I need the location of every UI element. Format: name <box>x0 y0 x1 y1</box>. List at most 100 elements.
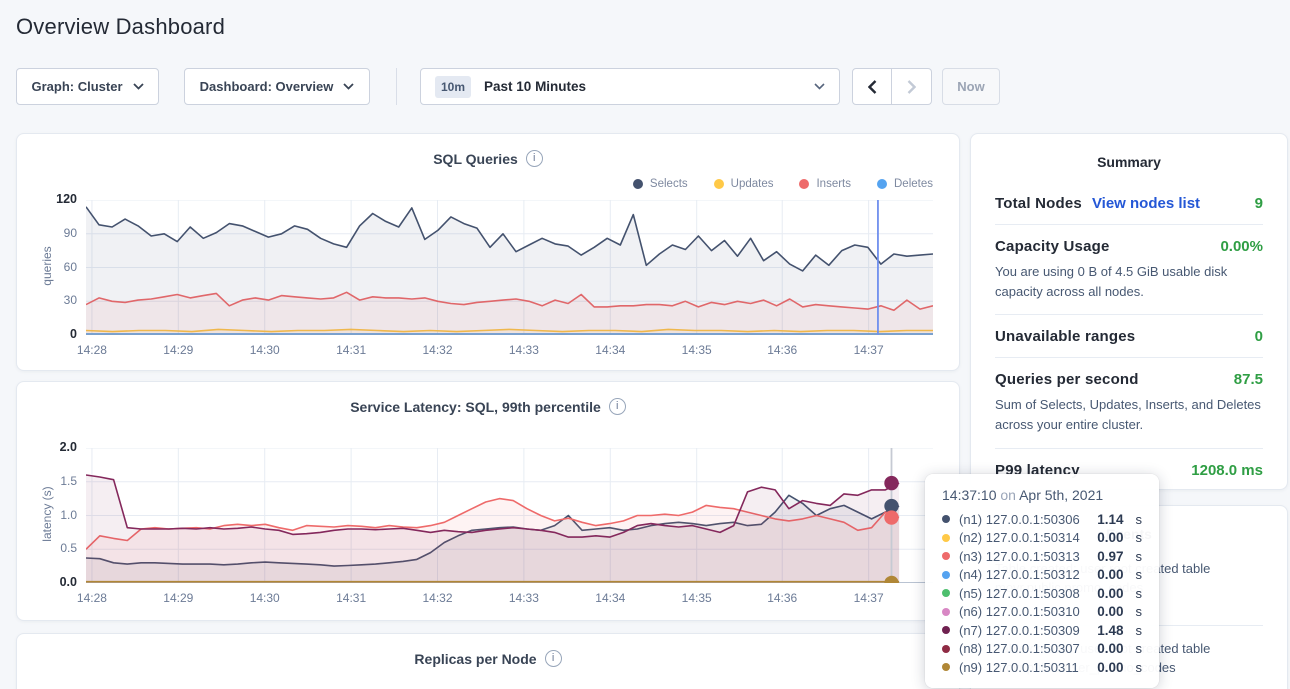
summary-title: Summary <box>971 134 1287 170</box>
node-latency-value: 0.00 <box>1097 604 1123 619</box>
summary-row-unavailable: Unavailable ranges 0 <box>995 315 1263 358</box>
x-tick-label: 14:37 <box>847 343 891 357</box>
node-latency-unit: s <box>1136 549 1143 564</box>
node-color-dot-icon <box>942 589 950 597</box>
summary-row-value: 0.00% <box>1220 238 1263 255</box>
y-axis-label: queries <box>40 221 54 311</box>
time-range-picker[interactable]: 10m Past 10 Minutes <box>420 68 840 105</box>
tooltip-node-row: (n4) 127.0.0.1:50312 0.00 s <box>942 566 1142 585</box>
node-address: (n7) 127.0.0.1:50309 <box>959 623 1088 638</box>
x-tick-label: 14:28 <box>70 591 114 605</box>
replicas-per-node-card: Replicas per Node <box>16 633 960 689</box>
x-tick-label: 14:36 <box>760 343 804 357</box>
tooltip-node-row: (n8) 127.0.0.1:50307 0.00 s <box>942 640 1142 659</box>
time-range-label: Past 10 Minutes <box>484 79 586 94</box>
service-latency-plot[interactable]: 0.00.51.01.52.0latency (s)14:2814:2914:3… <box>17 382 959 620</box>
summary-row-label: Unavailable ranges <box>995 328 1135 345</box>
summary-row-label: Total Nodes <box>995 195 1082 212</box>
summary-row-total-nodes: Total Nodes View nodes list 9 <box>995 182 1263 225</box>
tooltip-node-row: (n2) 127.0.0.1:503140.00s <box>942 529 1142 548</box>
node-address: (n4) 127.0.0.1:50312 <box>959 567 1088 582</box>
x-tick-label: 14:35 <box>675 343 719 357</box>
time-range-badge: 10m <box>435 76 471 98</box>
summary-row-value: 87.5 <box>1234 371 1263 388</box>
node-latency-unit: s <box>1136 660 1143 675</box>
summary-row-label: Queries per second <box>995 371 1139 388</box>
node-latency-value: 0.00 <box>1097 660 1123 675</box>
node-color-dot-icon <box>942 626 950 634</box>
tooltip-node-row: (n9) 127.0.0.1:50311 0.00 s <box>942 658 1142 677</box>
chevron-down-icon <box>814 83 825 90</box>
overview-dashboard-page: Overview Dashboard Graph: Cluster Dashbo… <box>0 0 1290 689</box>
page-title: Overview Dashboard <box>16 14 225 40</box>
summary-row-value: 9 <box>1255 195 1263 212</box>
node-color-dot-icon <box>942 534 950 542</box>
tooltip-timestamp: 14:37:10 on Apr 5th, 2021 <box>942 487 1142 503</box>
node-latency-value: 0.00 <box>1097 641 1123 656</box>
chart-title: Replicas per Node <box>414 651 536 667</box>
summary-row-capacity: Capacity Usage 0.00% You are using 0 B o… <box>995 225 1263 315</box>
node-address: (n8) 127.0.0.1:50307 <box>959 641 1088 656</box>
x-tick-label: 14:29 <box>156 591 200 605</box>
summary-row-value: 1208.0 ms <box>1191 462 1263 479</box>
tooltip-node-row: (n1) 127.0.0.1:503061.14s <box>942 510 1142 529</box>
node-latency-unit: s <box>1136 586 1143 601</box>
sql-queries-plot[interactable]: 0306090120queries14:2814:2914:3014:3114:… <box>17 134 959 370</box>
x-tick-label: 14:33 <box>502 591 546 605</box>
node-latency-unit: s <box>1136 604 1143 619</box>
summary-panel: Summary Total Nodes View nodes list 9 Ca… <box>970 133 1288 490</box>
tooltip-node-row: (n6) 127.0.0.1:503100.00s <box>942 603 1142 622</box>
node-latency-value: 0.00 <box>1097 530 1123 545</box>
graph-dropdown[interactable]: Graph: Cluster <box>16 68 159 105</box>
node-latency-unit: s <box>1136 641 1143 656</box>
x-tick-label: 14:32 <box>416 591 460 605</box>
x-tick-label: 14:35 <box>675 591 719 605</box>
now-button[interactable]: Now <box>942 68 1000 105</box>
node-latency-unit: s <box>1136 512 1143 527</box>
service-latency-card: Service Latency: SQL, 99th percentile 0.… <box>16 381 960 621</box>
node-latency-value: 0.97 <box>1097 549 1123 564</box>
y-tick-label: 2.0 <box>17 440 77 454</box>
x-tick-label: 14:29 <box>156 343 200 357</box>
time-prev-button[interactable] <box>852 68 892 105</box>
node-latency-value: 0.00 <box>1097 586 1123 601</box>
view-nodes-list-link[interactable]: View nodes list <box>1092 195 1200 212</box>
node-color-dot-icon <box>942 608 950 616</box>
chevron-left-icon <box>868 80 877 94</box>
tooltip-node-row: (n3) 127.0.0.1:503130.97s <box>942 547 1142 566</box>
x-tick-label: 14:31 <box>329 591 373 605</box>
x-tick-label: 14:37 <box>847 591 891 605</box>
node-latency-unit: s <box>1136 623 1143 638</box>
x-tick-label: 14:33 <box>502 343 546 357</box>
node-latency-value: 1.48 <box>1097 623 1123 638</box>
chart-tooltip: 14:37:10 on Apr 5th, 2021 (n1) 127.0.0.1… <box>925 474 1159 688</box>
toolbar-divider <box>396 68 397 105</box>
sql-queries-card: SQL Queries SelectsUpdatesInsertsDeletes… <box>16 133 960 371</box>
node-latency-unit: s <box>1136 567 1143 582</box>
x-tick-label: 14:31 <box>329 343 373 357</box>
graph-dropdown-label: Graph: Cluster <box>31 79 122 94</box>
node-address: (n2) 127.0.0.1:50314 <box>959 530 1088 545</box>
x-tick-label: 14:32 <box>416 343 460 357</box>
summary-row-qps: Queries per second 87.5 Sum of Selects, … <box>995 358 1263 448</box>
x-tick-label: 14:36 <box>760 591 804 605</box>
chevron-right-icon <box>907 80 916 94</box>
node-color-dot-icon <box>942 571 950 579</box>
node-color-dot-icon <box>942 552 950 560</box>
summary-row-description: You are using 0 B of 4.5 GiB usable disk… <box>995 262 1263 302</box>
summary-row-description: Sum of Selects, Updates, Inserts, and De… <box>995 395 1263 435</box>
chevron-down-icon <box>343 83 354 90</box>
chart-canvas[interactable] <box>86 200 933 335</box>
time-next-button[interactable] <box>892 68 932 105</box>
chart-canvas[interactable] <box>86 448 933 583</box>
chevron-down-icon <box>133 83 144 90</box>
node-latency-value: 0.00 <box>1097 567 1123 582</box>
tooltip-node-list: (n1) 127.0.0.1:503061.14s(n2) 127.0.0.1:… <box>942 510 1142 677</box>
x-tick-label: 14:30 <box>243 343 287 357</box>
info-icon[interactable] <box>545 650 562 667</box>
node-address: (n1) 127.0.0.1:50306 <box>959 512 1088 527</box>
y-tick-label: 120 <box>17 192 77 206</box>
node-address: (n9) 127.0.0.1:50311 <box>959 660 1088 675</box>
tooltip-node-row: (n7) 127.0.0.1:50309 1.48 s <box>942 621 1142 640</box>
dashboard-dropdown[interactable]: Dashboard: Overview <box>184 68 370 105</box>
